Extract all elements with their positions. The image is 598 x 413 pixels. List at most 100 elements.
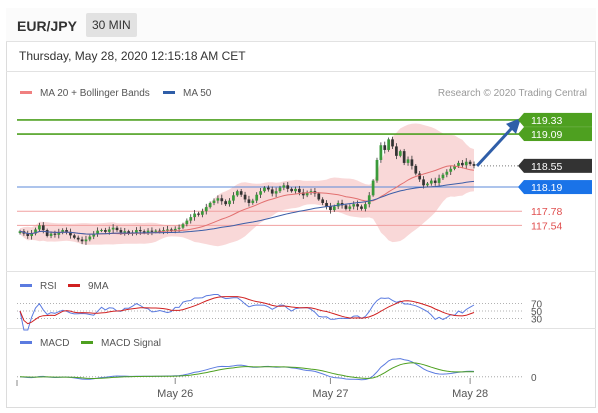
candle-body	[464, 161, 468, 166]
legend-macd: MACD	[20, 338, 69, 349]
candle-body	[356, 204, 359, 207]
macd-line	[19, 358, 475, 381]
candle-body	[92, 233, 96, 237]
candle-body	[123, 231, 127, 233]
candle-body	[18, 231, 22, 234]
rsi-line	[19, 294, 475, 331]
candle-body	[111, 227, 115, 230]
legend-swatch-icon	[81, 340, 93, 344]
candle-body	[49, 233, 53, 236]
candle-body	[461, 162, 464, 166]
candle-body	[26, 233, 30, 236]
arrow-head	[506, 117, 521, 134]
level-tag-pivot	[524, 180, 592, 195]
header-divider	[6, 71, 596, 72]
macd-divider	[6, 328, 596, 329]
candle-body	[235, 191, 239, 196]
candle-body	[127, 231, 131, 234]
candle-body	[177, 227, 181, 229]
level-label: 117.78	[531, 206, 562, 218]
candle-body	[278, 187, 282, 192]
rsi-level-label: 50	[531, 307, 543, 318]
candle-body	[301, 192, 305, 196]
candle-body	[422, 179, 425, 186]
level-label: 118.19	[531, 182, 562, 194]
candle-body	[53, 233, 57, 235]
candle-body	[80, 239, 84, 242]
legend-swatch-icon	[20, 90, 32, 94]
candle-body	[84, 239, 88, 242]
candle-body	[426, 183, 429, 186]
x-tick-label: May 27	[312, 388, 348, 400]
candle-body	[270, 189, 274, 194]
candle-body	[433, 180, 437, 183]
candle-body	[61, 230, 65, 233]
candle-body	[360, 206, 363, 209]
candle-body	[391, 139, 394, 147]
legend-rsi: RSI	[20, 281, 57, 292]
candle-body	[216, 198, 220, 201]
candle-body	[201, 211, 204, 215]
rsi-level-label: 30	[531, 315, 543, 326]
candle-body	[286, 185, 290, 189]
candle-body	[104, 230, 107, 232]
candle-body	[305, 192, 309, 196]
level-tag-last-price	[524, 158, 592, 173]
timestamp: Thursday, May 28, 2020 12:15:18 AM CET	[19, 49, 246, 63]
candle-body	[158, 230, 162, 232]
level-label: 119.33	[531, 115, 562, 127]
candle-body	[348, 206, 352, 209]
candle-body	[150, 230, 154, 232]
candle-body	[255, 194, 259, 201]
x-axis: May 26 May 27 May 28	[16, 378, 488, 400]
legend-swatch-icon	[20, 340, 32, 344]
legend-swatch-icon	[20, 283, 32, 287]
candle-body	[259, 191, 262, 195]
rsi-divider	[6, 271, 596, 272]
candle-body	[325, 202, 328, 207]
rsi-level-label: 70	[531, 299, 543, 310]
candle-body	[45, 230, 49, 236]
legend-macd-signal: MACD Signal	[81, 338, 161, 349]
candle-body	[472, 164, 476, 166]
candle-body	[441, 174, 445, 179]
legend-ma50: MA 50	[163, 88, 211, 99]
candle-body	[410, 159, 414, 166]
candle-body	[247, 199, 251, 203]
candle-body	[418, 173, 422, 180]
candle-body	[406, 159, 410, 163]
level-label: 117.54	[531, 220, 562, 232]
candle-body	[251, 200, 255, 203]
rsi-ma-line	[19, 296, 475, 325]
macd-level-label: 0	[531, 373, 537, 384]
candle-body	[468, 161, 472, 165]
candle-body	[76, 237, 80, 240]
candle-body	[309, 191, 313, 193]
timeframe-button[interactable]: 30 MIN	[86, 13, 137, 37]
candle-body	[212, 200, 216, 203]
candle-body	[414, 165, 418, 174]
x-tick-label: May 26	[157, 388, 193, 400]
candle-body	[449, 168, 453, 172]
candle-body	[138, 230, 142, 232]
candle-body	[220, 198, 224, 202]
level-tag-pointer	[518, 112, 524, 127]
candle-body	[379, 145, 383, 160]
level-label: 118.55	[531, 161, 562, 173]
candle-body	[142, 231, 146, 233]
candle-body	[367, 195, 371, 205]
moving-averages	[19, 165, 475, 235]
level-tag-pointer	[518, 127, 524, 142]
candle-body	[398, 151, 402, 156]
candle-body	[321, 199, 325, 203]
legend-ma20: MA 20 + Bollinger Bands	[20, 88, 150, 99]
candle-body	[402, 151, 406, 163]
candle-body	[88, 236, 92, 240]
candle-body	[232, 195, 235, 201]
candle-body	[332, 206, 336, 211]
macd-signal-line	[19, 362, 474, 380]
candle-body	[154, 230, 158, 232]
bollinger-band	[20, 123, 474, 247]
candle-body	[204, 207, 208, 212]
